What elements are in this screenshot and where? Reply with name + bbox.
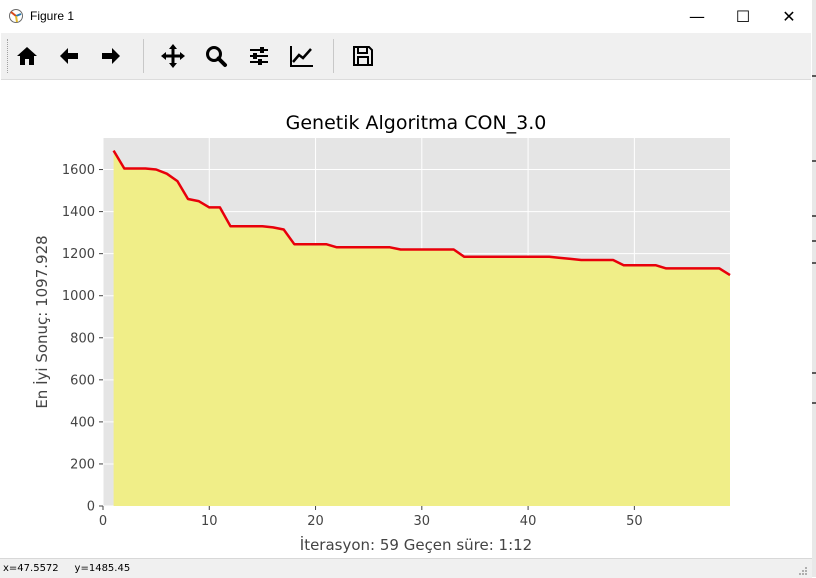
resize-grip-icon[interactable] — [798, 566, 808, 576]
line-chart-icon — [289, 44, 315, 68]
y-tick-label: 1600 — [62, 163, 95, 178]
forward-button[interactable] — [95, 41, 127, 71]
magnifier-icon — [204, 44, 228, 68]
y-axis-label: En İyi Sonuç: 1097.928 — [32, 235, 51, 408]
close-icon: ✕ — [782, 7, 795, 26]
toolbar-separator — [333, 39, 334, 73]
back-button[interactable] — [53, 41, 85, 71]
maximize-button[interactable]: ☐ — [720, 0, 766, 33]
y-tick-label: 600 — [70, 373, 95, 388]
chart[interactable]: Genetik Algoritma CON_3.0 0 10 20 30 40 50 0 2… — [0, 80, 810, 558]
configure-subplots-button[interactable] — [243, 41, 275, 71]
x-tick-label: 50 — [626, 514, 643, 529]
minimize-icon: — — [689, 7, 705, 26]
x-tick-label: 10 — [201, 514, 218, 529]
save-button[interactable] — [347, 41, 379, 71]
y-axis-ticks: 0 200 400 600 800 1000 1200 1400 1600 — [62, 163, 103, 514]
close-button[interactable]: ✕ — [766, 0, 812, 33]
arrow-left-icon — [57, 44, 81, 68]
x-tick-label: 30 — [414, 514, 431, 529]
x-tick-label: 20 — [307, 514, 324, 529]
x-axis-label: İterasyon: 59 Geçen süre: 1:12 — [300, 535, 532, 554]
matplotlib-icon — [8, 8, 24, 24]
minimize-button[interactable]: — — [674, 0, 720, 33]
home-icon — [15, 44, 39, 68]
navigation-toolbar — [1, 33, 811, 80]
toolbar-separator — [143, 39, 144, 73]
title-bar[interactable]: Figure 1 — ☐ ✕ — [0, 0, 812, 33]
y-tick-label: 0 — [87, 500, 95, 515]
y-tick-label: 1400 — [62, 205, 95, 220]
chart-title: Genetik Algoritma CON_3.0 — [286, 112, 547, 134]
y-tick-label: 1000 — [62, 289, 95, 304]
x-axis-ticks: 0 10 20 30 40 50 — [99, 506, 643, 529]
sliders-icon — [247, 44, 271, 68]
x-tick-label: 0 — [99, 514, 107, 529]
y-tick-label: 800 — [70, 331, 95, 346]
background-window-edge — [812, 0, 816, 577]
status-bar: x=47.5572 y=1485.45 — [0, 558, 812, 578]
window-title: Figure 1 — [30, 9, 74, 23]
floppy-disk-icon — [351, 44, 375, 68]
x-tick-label: 40 — [520, 514, 537, 529]
home-button[interactable] — [11, 41, 43, 71]
y-tick-label: 200 — [70, 457, 95, 472]
move-icon — [160, 43, 186, 69]
toolbar-grip[interactable] — [7, 39, 10, 73]
arrow-right-icon — [99, 44, 123, 68]
y-tick-label: 1200 — [62, 247, 95, 262]
y-tick-label: 400 — [70, 415, 95, 430]
zoom-button[interactable] — [200, 41, 232, 71]
pan-button[interactable] — [157, 41, 189, 71]
edit-axis-button[interactable] — [286, 41, 318, 71]
maximize-icon: ☐ — [736, 7, 750, 26]
cursor-coordinates: x=47.5572 y=1485.45 — [3, 563, 130, 574]
